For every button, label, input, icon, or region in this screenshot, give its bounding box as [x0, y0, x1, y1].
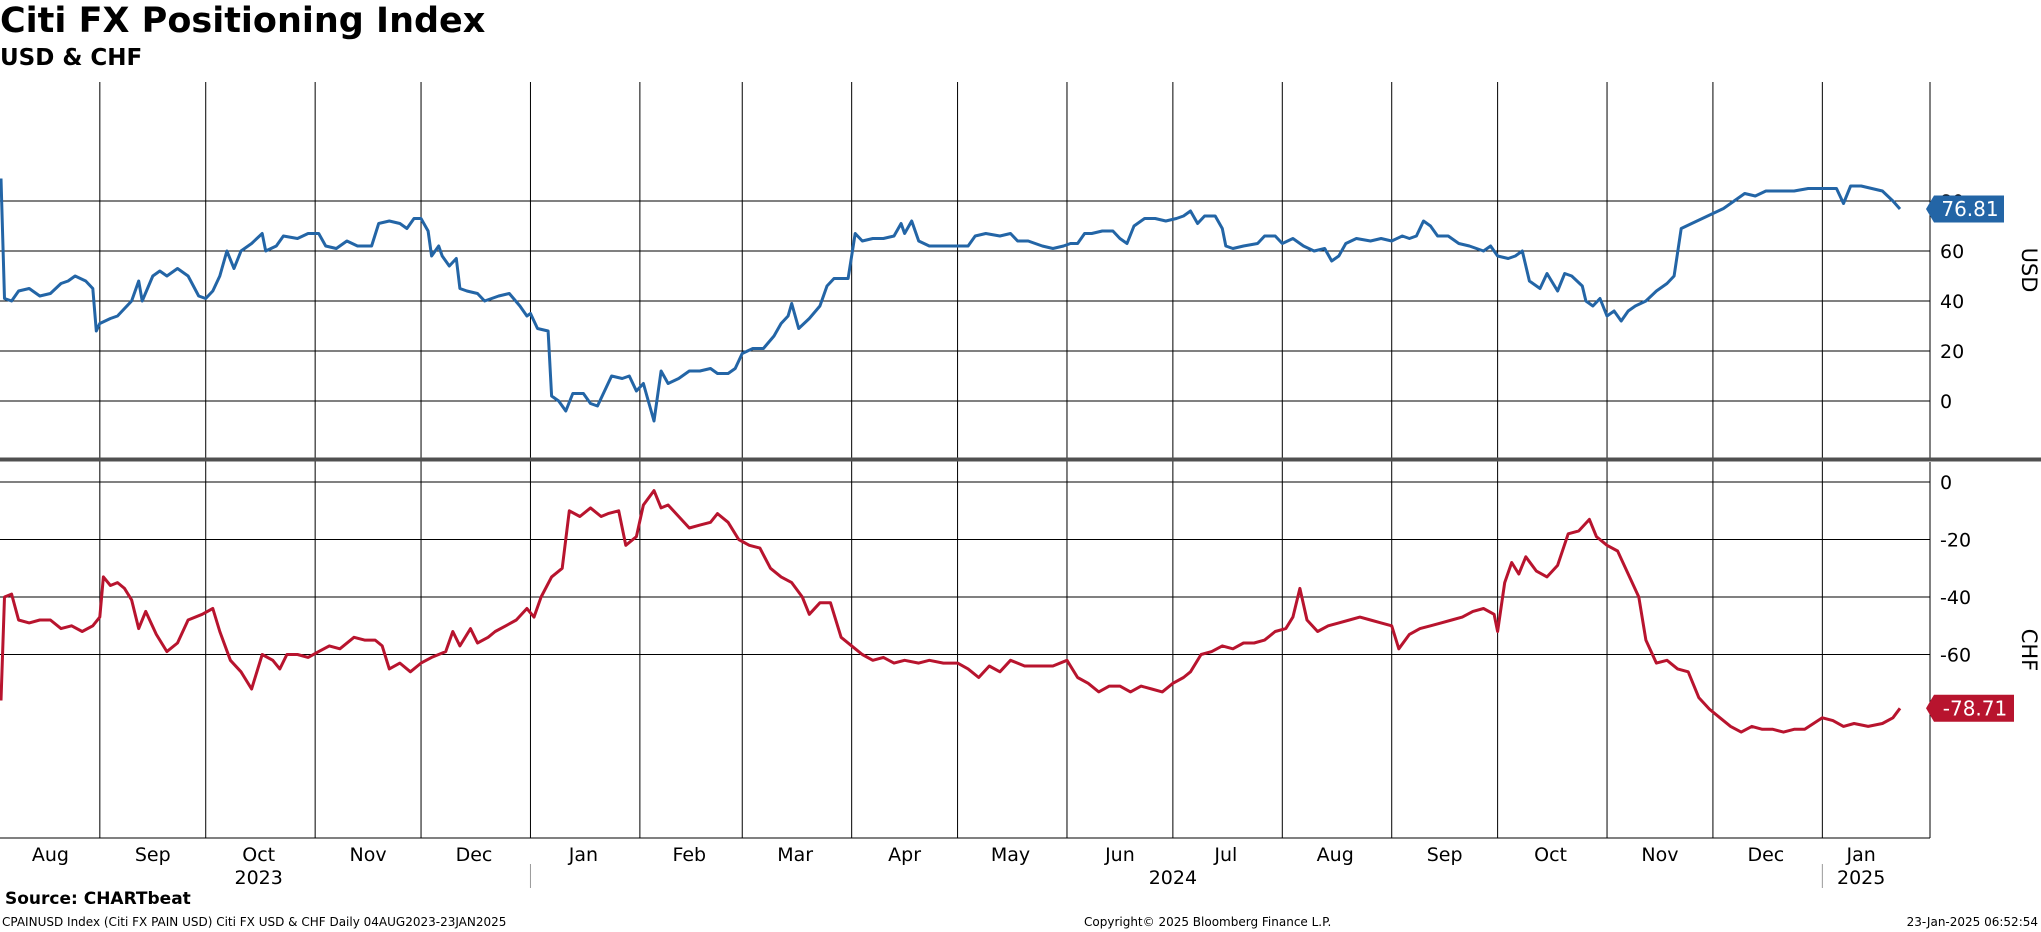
y-tick-label: -40: [1940, 587, 1971, 609]
footer-series-info: CPAINUSD Index (Citi FX PAIN USD) Citi F…: [2, 915, 507, 929]
year-label: 2024: [1149, 867, 1197, 889]
x-tick-label: Jul: [1213, 844, 1237, 866]
x-tick-label: Aug: [32, 844, 69, 866]
panel-divider: [0, 457, 2041, 462]
chart-subtitle: USD & CHF: [0, 45, 143, 71]
x-tick-label: Feb: [672, 844, 706, 866]
chart-title: Citi FX Positioning Index: [0, 1, 486, 41]
last-value-marker: [1926, 195, 2004, 223]
x-tick-label: Aug: [1317, 844, 1354, 866]
x-tick-label: Mar: [777, 844, 813, 866]
x-tick-label: Dec: [1747, 844, 1784, 866]
last-value-label: -78.71: [1943, 696, 2007, 720]
last-value-label: 76.81: [1941, 197, 1998, 221]
footer-copyright: Copyright© 2025 Bloomberg Finance L.P.: [1084, 915, 1332, 929]
x-tick-label: Dec: [456, 844, 493, 866]
series-layer: [0, 178, 1902, 734]
y-axis-title: CHF: [2017, 629, 2041, 672]
footer-timestamp: 23-Jan-2025 06:52:54: [1906, 915, 2038, 929]
usd-series-line: [0, 178, 1902, 423]
y-tick-label: 0: [1940, 391, 1952, 413]
x-tick-label: Nov: [1641, 844, 1678, 866]
x-tick-label: Jan: [568, 844, 598, 866]
y-tick-label: 60: [1940, 241, 1964, 263]
x-tick-label: Jun: [1104, 844, 1135, 866]
x-tick-label: Jan: [1846, 844, 1876, 866]
x-tick-label: Sep: [135, 844, 171, 866]
grid-layer: [0, 82, 2041, 888]
y-tick-label: 0: [1940, 472, 1952, 494]
x-tick-label: May: [991, 844, 1030, 866]
x-tick-label: Oct: [1534, 844, 1567, 866]
y-tick-label: 20: [1940, 341, 1964, 363]
y-tick-label: 40: [1940, 291, 1964, 313]
y-tick-label: -20: [1940, 530, 1971, 552]
year-label: 2025: [1837, 867, 1885, 889]
y-tick-label: -60: [1940, 645, 1971, 667]
x-tick-label: Oct: [242, 844, 275, 866]
x-tick-label: Sep: [1427, 844, 1463, 866]
label-layer: 020406080USD76.810-20-40-60CHF-78.71AugS…: [32, 191, 2041, 889]
x-tick-label: Nov: [350, 844, 387, 866]
last-value-marker: [1926, 694, 2014, 722]
x-tick-label: Apr: [888, 844, 921, 866]
y-axis-title: USD: [2017, 248, 2041, 293]
chf-series-line: [0, 489, 1902, 734]
year-label: 2023: [234, 867, 282, 889]
source-note: Source: CHARTbeat: [5, 889, 191, 909]
